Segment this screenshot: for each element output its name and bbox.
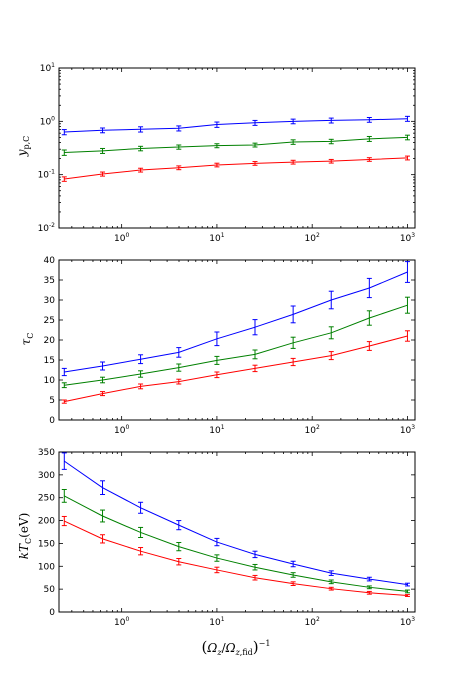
- y-tick-label-kt-c: 50: [44, 585, 56, 595]
- x-tick-label-kt-c: 100: [114, 616, 129, 628]
- plot-frame-kt-c: [58, 451, 416, 613]
- y-tick-label-kt-c: 0: [49, 608, 55, 618]
- panel-tau-c: 100 101 102 103 0 5 10 15 20 25 30 35 40: [44, 256, 416, 436]
- panel-y-pc: 100 101 102 103 10-2 10-1 100 101: [38, 62, 416, 244]
- y-tick-label-y-pc: 101: [40, 62, 55, 74]
- y-tick-label-tau-c: 25: [44, 316, 55, 326]
- y-tick-label-y-pc: 10-1: [38, 169, 56, 181]
- series-line-blue-tau-c: [64, 271, 408, 373]
- series-line-blue-y-pc: [64, 118, 408, 133]
- y-axis-label-kt-c: kTC(eV): [17, 513, 33, 560]
- series-line-red-y-pc: [64, 157, 408, 180]
- series-line-blue-kt-c: [64, 460, 408, 586]
- y-tick-label-y-pc: 10-2: [38, 222, 56, 234]
- y-axis-label-y-pc: yp,C: [15, 136, 31, 158]
- series-line-green-y-pc: [64, 136, 408, 154]
- x-tick-label-kt-c: 102: [305, 616, 320, 628]
- x-tick-label-y-pc: 103: [400, 232, 415, 244]
- y-tick-label-tau-c: 5: [49, 396, 55, 406]
- y-tick-label-tau-c: 20: [44, 336, 56, 346]
- y-tick-label-tau-c: 0: [49, 416, 55, 426]
- x-tick-label-tau-c: 103: [400, 424, 415, 436]
- series-line-red-tau-c: [64, 335, 408, 403]
- x-tick-label-y-pc: 100: [114, 232, 129, 244]
- plot-frame-y-pc: [58, 67, 416, 229]
- x-tick-label-y-pc: 101: [209, 232, 224, 244]
- panel-kt-c: 100 101 102 103 0 50 100 150 200 250 300 350: [38, 448, 416, 628]
- series-line-red-kt-c: [64, 520, 408, 597]
- y-tick-label-tau-c: 10: [44, 376, 56, 386]
- y-tick-label-tau-c: 30: [44, 296, 56, 306]
- y-tick-label-y-pc: 100: [40, 115, 55, 127]
- x-tick-label-y-pc: 102: [305, 232, 320, 244]
- y-tick-label-tau-c: 40: [44, 256, 56, 266]
- y-tick-label-tau-c: 15: [44, 356, 55, 366]
- x-tick-label-kt-c: 101: [209, 616, 224, 628]
- y-tick-label-kt-c: 200: [38, 517, 55, 527]
- series-line-green-tau-c: [64, 304, 408, 386]
- x-tick-label-kt-c: 103: [400, 616, 415, 628]
- y-tick-label-kt-c: 350: [38, 448, 55, 458]
- series-line-green-kt-c: [64, 495, 408, 592]
- y-tick-label-tau-c: 35: [44, 276, 55, 286]
- x-axis-label: (Ωz/Ωz,fid)−1: [202, 638, 271, 657]
- y-tick-label-kt-c: 250: [38, 494, 55, 504]
- plot-frame-tau-c: [58, 259, 416, 421]
- x-tick-label-tau-c: 101: [209, 424, 224, 436]
- x-tick-label-tau-c: 100: [114, 424, 129, 436]
- y-tick-label-kt-c: 100: [38, 562, 55, 572]
- y-tick-label-kt-c: 300: [38, 471, 55, 481]
- y-axis-label-tau-c: τC: [19, 333, 35, 346]
- x-tick-label-tau-c: 102: [305, 424, 320, 436]
- y-tick-label-kt-c: 150: [38, 539, 55, 549]
